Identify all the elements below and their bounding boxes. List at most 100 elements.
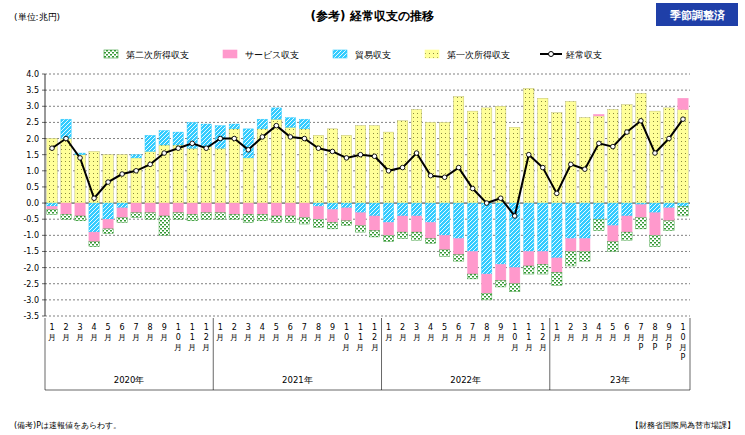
legend-label: 第二次所得収支: [126, 50, 189, 60]
x-tick-char: 1: [190, 333, 195, 342]
x-tick-char: 9: [162, 323, 167, 332]
grid-line: [45, 170, 690, 171]
x-tick-char: 1: [358, 323, 363, 332]
bar: [201, 213, 211, 219]
bar: [89, 232, 99, 242]
bar: [552, 272, 562, 285]
line-marker: [302, 136, 307, 141]
x-tick-label: 10月: [342, 323, 350, 352]
x-tick-char: 月: [188, 343, 196, 352]
bar: [47, 210, 57, 215]
bar: [397, 203, 407, 216]
y-tick: [42, 316, 45, 317]
line-marker: [358, 152, 363, 157]
bar: [131, 155, 141, 158]
bar: [299, 119, 309, 129]
legend-swatch: [425, 50, 439, 58]
line-marker: [639, 118, 644, 123]
x-tick-char: 6: [120, 323, 125, 332]
x-tick-label: 7月: [300, 323, 308, 342]
x-tick-label: 12月: [371, 323, 379, 352]
bar: [215, 203, 225, 213]
x-tick-char: 2: [568, 323, 573, 332]
y-tick: [42, 154, 45, 155]
x-tick-char: 月: [48, 333, 56, 342]
bar: [425, 222, 435, 238]
x-tick-label: 1月: [385, 323, 393, 342]
x-tick-char: 月: [413, 333, 421, 342]
bar: [159, 203, 169, 216]
bar: [243, 158, 253, 203]
bar: [566, 251, 576, 266]
bar: [341, 203, 351, 208]
bar: [622, 216, 632, 232]
line-marker: [50, 146, 55, 151]
x-tick-char: 月: [216, 333, 224, 342]
x-tick-char: 1: [680, 323, 685, 332]
grid-line: [45, 316, 690, 317]
y-tick-label: 3.5: [26, 86, 39, 95]
line-marker: [176, 146, 181, 151]
x-tick-char: 月: [202, 343, 210, 352]
bar: [355, 203, 365, 213]
bar: [439, 122, 449, 203]
line-marker: [512, 214, 517, 219]
line-marker: [456, 165, 461, 170]
y-tick: [42, 219, 45, 220]
bar: [271, 119, 281, 203]
y-tick: [42, 186, 45, 187]
bar: [622, 203, 632, 216]
y-tick-label: 2.5: [26, 118, 39, 127]
bar: [75, 155, 85, 203]
bar: [510, 268, 520, 284]
y-tick: [42, 299, 45, 300]
grid-line: [45, 219, 690, 220]
x-tick-char: 月: [665, 333, 673, 342]
x-tick-label: 5月: [441, 323, 449, 342]
x-tick-char: 月: [497, 333, 505, 342]
x-tick-char: 月: [427, 333, 435, 342]
legend-label: 第一次所得収支: [447, 50, 510, 60]
bar: [145, 203, 155, 213]
bar: [453, 255, 463, 261]
bar: [243, 214, 253, 222]
x-tick-label: 7月: [132, 323, 140, 342]
line-marker: [569, 162, 574, 167]
bar: [411, 203, 421, 216]
bar: [538, 251, 548, 264]
line-marker: [428, 173, 433, 178]
x-tick-label: 12月: [539, 323, 547, 352]
bar: [215, 213, 225, 219]
legend-swatch: [223, 50, 237, 58]
x-tick-char: 6: [624, 323, 629, 332]
bar: [117, 203, 127, 208]
bar: [524, 203, 534, 251]
grid-line: [45, 138, 690, 139]
bar: [201, 124, 211, 147]
x-tick-label: 9月: [328, 323, 336, 342]
y-axis: [45, 74, 46, 316]
y-tick-label: 1.5: [26, 151, 39, 160]
bar: [650, 111, 660, 203]
bar: [117, 155, 127, 203]
x-tick-char: P: [639, 343, 644, 352]
grid-line: [45, 203, 690, 204]
grid-line: [45, 251, 690, 252]
x-tick-char: 0: [512, 333, 517, 342]
x-tick-char: 月: [637, 333, 645, 342]
group-label: 2022年: [450, 375, 481, 385]
x-tick-label: 12月: [202, 323, 210, 352]
group-separator: [213, 318, 214, 390]
bar: [285, 216, 295, 222]
line-marker: [232, 136, 237, 141]
x-tick-label: 2月: [230, 323, 238, 342]
line-marker: [625, 130, 630, 135]
line-marker: [316, 146, 321, 151]
y-tick-label: 0.0: [26, 199, 39, 208]
x-tick-char: 5: [106, 323, 111, 332]
line-marker: [540, 165, 545, 170]
bar: [173, 203, 183, 213]
y-tick: [42, 74, 45, 75]
x-tick-label: 11月: [356, 323, 364, 352]
x-tick-char: 月: [272, 333, 280, 342]
